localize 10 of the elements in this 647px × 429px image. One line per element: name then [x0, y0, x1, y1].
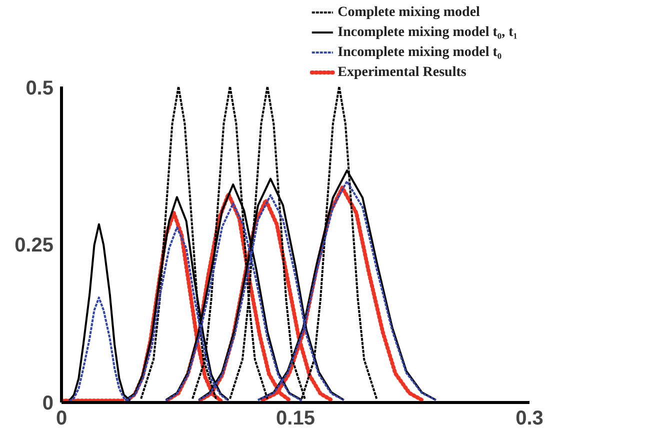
y-tick-label: 0.25 — [14, 234, 54, 256]
x-tick-label: 0.3 — [516, 408, 544, 429]
y-tick-label: 0 — [42, 392, 54, 414]
legend-label: Incomplete mixing model t₀, t₁ — [338, 25, 518, 40]
x-tick-label: 0 — [56, 408, 68, 429]
y-tick-label: 0.5 — [26, 78, 54, 100]
legend-label: Incomplete mixing model t₀ — [338, 45, 502, 60]
x-tick-label: 0.15 — [276, 408, 315, 429]
legend-label: Experimental Results — [338, 65, 467, 80]
legend-label: Complete mixing model — [338, 5, 480, 20]
